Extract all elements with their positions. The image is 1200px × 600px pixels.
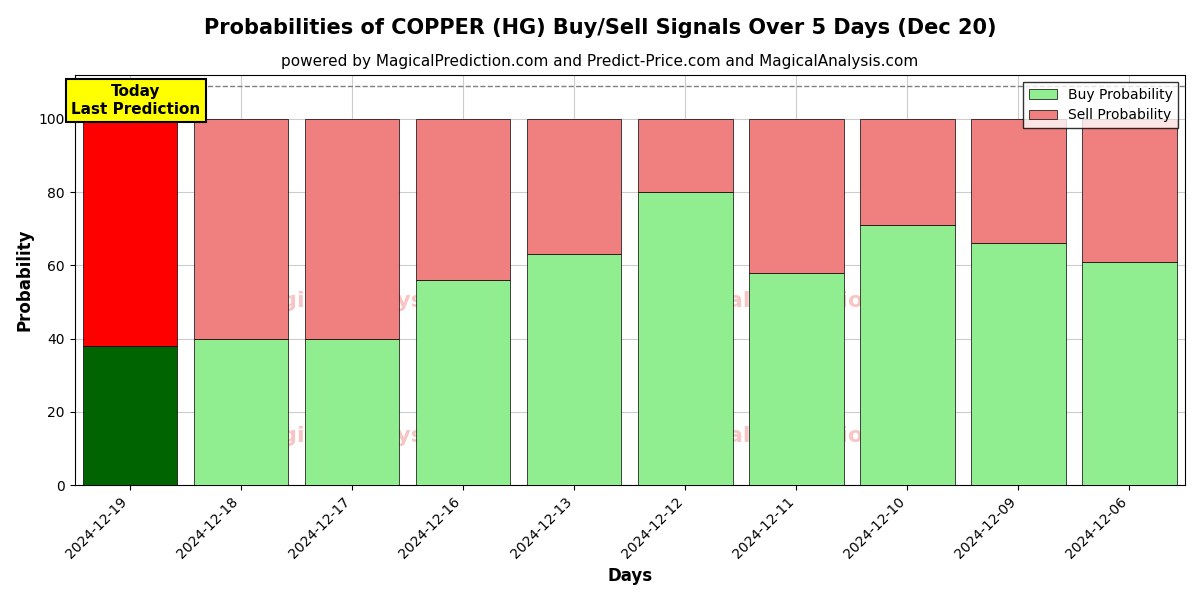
Text: MagicalAnalysis.com: MagicalAnalysis.com: [244, 290, 505, 311]
Bar: [1082, 262, 1177, 485]
Bar: [527, 119, 622, 254]
Bar: [1082, 119, 1177, 262]
Legend: Buy Probability, Sell Probability: Buy Probability, Sell Probability: [1024, 82, 1178, 128]
Bar: [860, 119, 955, 225]
Bar: [194, 119, 288, 338]
Bar: [971, 244, 1066, 485]
Text: Today
Last Prediction: Today Last Prediction: [71, 84, 200, 116]
Text: powered by MagicalPrediction.com and Predict-Price.com and MagicalAnalysis.com: powered by MagicalPrediction.com and Pre…: [281, 54, 919, 69]
Bar: [638, 192, 732, 485]
Bar: [305, 119, 400, 338]
Bar: [194, 338, 288, 485]
Y-axis label: Probability: Probability: [16, 229, 34, 331]
Text: Probabilities of COPPER (HG) Buy/Sell Signals Over 5 Days (Dec 20): Probabilities of COPPER (HG) Buy/Sell Si…: [204, 18, 996, 38]
Bar: [83, 346, 178, 485]
Bar: [416, 119, 510, 280]
Bar: [527, 254, 622, 485]
Text: MagicalPrediction.com: MagicalPrediction.com: [654, 290, 940, 311]
Text: MagicalAnalysis.com: MagicalAnalysis.com: [244, 426, 505, 446]
X-axis label: Days: Days: [607, 567, 653, 585]
Bar: [860, 225, 955, 485]
Bar: [749, 119, 844, 273]
Bar: [638, 119, 732, 192]
Bar: [971, 119, 1066, 244]
Bar: [749, 273, 844, 485]
Bar: [416, 280, 510, 485]
Text: MagicalPrediction.com: MagicalPrediction.com: [654, 426, 940, 446]
Bar: [83, 119, 178, 346]
Bar: [305, 338, 400, 485]
